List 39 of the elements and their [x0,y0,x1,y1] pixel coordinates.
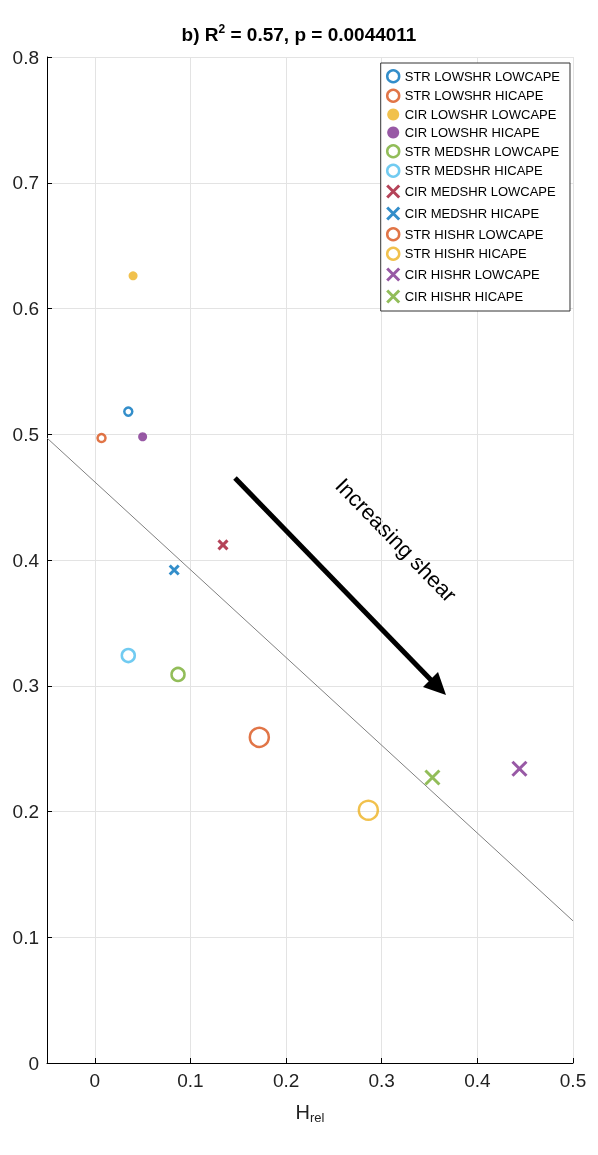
x-tick-label: 0 [89,1070,101,1091]
point [510,760,528,778]
legend-label: STR LOWSHR LOWCAPE [404,68,561,84]
x-tick-label: 0.3 [368,1070,395,1091]
legend-label: STR MEDSHR LOWCAPE [404,143,560,159]
legend-label: CIR MEDSHR LOWCAPE [404,184,556,199]
point [168,564,181,577]
point [128,271,138,281]
x-tick-label: 0.5 [559,1070,587,1091]
point [96,432,107,444]
y-tick-label: 0.7 [12,172,39,194]
point [120,647,137,664]
legend-label: CIR HISHR HICAPE [404,289,524,304]
point [216,538,229,551]
point [357,799,380,821]
point [248,726,271,749]
legend-label: CIR LOWSHR LOWCAPE [404,107,557,122]
y-tick-label: 0 [28,1052,39,1074]
x-tick-label: 0.1 [177,1070,204,1091]
legend-label: STR MEDSHR HICAPE [404,163,543,179]
y-tick-label: 0.8 [12,46,39,68]
legend-label: CIR MEDSHR HICAPE [404,206,540,221]
legend-label: STR HISHR LOWCAPE [404,226,544,242]
y-tick-label: 0.2 [12,801,39,822]
legend-label: STR HISHR HICAPE [404,246,528,262]
x-tick-label: 0.2 [272,1070,300,1091]
x-tick-label: 0.4 [464,1070,491,1091]
legend-label: CIR HISHR LOWCAPE [404,267,541,282]
point [170,666,186,683]
legend-label: CIR LOWSHR HICAPE [404,125,541,140]
y-tick-label: 0.6 [12,298,39,319]
y-tick-label: 0.5 [12,423,39,445]
point [423,769,441,787]
y-tick-label: 0.4 [12,549,40,571]
point [123,406,134,417]
point [138,432,148,442]
y-tick-label: 0.3 [12,675,39,697]
legend-label: STR LOWSHR HICAPE [404,88,544,104]
y-tick-label: 0.1 [12,926,39,948]
